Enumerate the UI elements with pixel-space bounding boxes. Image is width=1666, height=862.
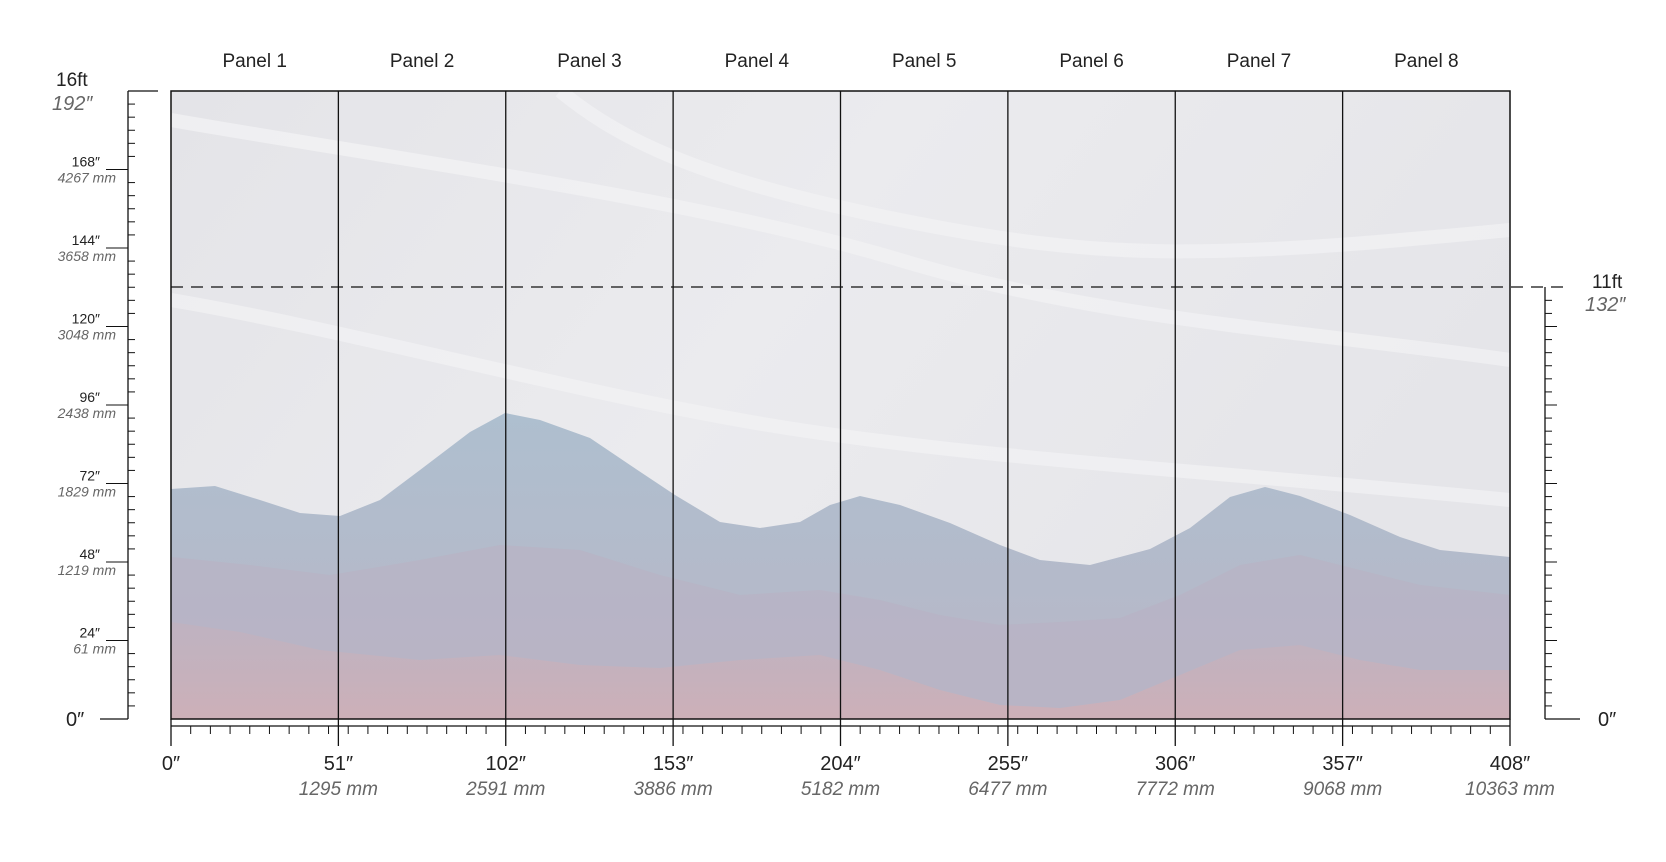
bottom-scale-marks: 0″ 51″ 1295 mm 102″ 2591 mm 153″ 3886 mm 204″ 51… (162, 753, 1555, 800)
bottom-inch-label: 204″ (820, 753, 860, 775)
panel-label: Panel 1 (222, 51, 286, 72)
left-inch-label: 144″ (72, 232, 100, 248)
left-inch-label: 72″ (79, 468, 100, 484)
left-mm-label: 1219 mm (58, 562, 117, 578)
panel-label: Panel 5 (892, 51, 956, 72)
left-inch-label: 48″ (79, 546, 100, 562)
bottom-inch-label: 306″ (1155, 753, 1195, 775)
left-height-ruler (100, 90, 158, 720)
panel-label: Panel 3 (557, 51, 621, 72)
bottom-mm-label: 5182 mm (801, 779, 880, 800)
left-mm-label: 3048 mm (58, 327, 117, 343)
left-top-ft-label: 16ft (56, 70, 88, 91)
bottom-inch-label: 102″ (486, 753, 526, 775)
bottom-inch-label: 0″ (162, 753, 180, 775)
bottom-mm-label: 3886 mm (634, 779, 713, 800)
left-inch-label: 24″ (79, 625, 100, 641)
sky-texture (171, 91, 1510, 507)
panel-dividers (337, 91, 1344, 719)
bottom-mm-label: 7772 mm (1136, 779, 1215, 800)
bottom-inch-label: 357″ (1322, 753, 1362, 775)
bottom-mm-label: 9068 mm (1303, 779, 1382, 800)
bottom-width-ruler (170, 719, 1511, 746)
left-inch-label: 96″ (79, 389, 100, 405)
right-zero-label: 0″ (1598, 709, 1616, 731)
left-top-in-label: 192″ (52, 93, 93, 115)
bottom-mm-label: 10363 mm (1465, 779, 1555, 800)
left-scale-marks: 168″4267 mm 144″3658 mm 120″3048 mm 96″2438… (57, 154, 117, 657)
right-height-ruler (1544, 287, 1580, 720)
left-inch-label: 120″ (72, 311, 100, 327)
bottom-inch-label: 255″ (988, 753, 1028, 775)
left-mm-label: 2438 mm (57, 405, 117, 421)
panel-labels: Panel 1 Panel 2 Panel 3 Panel 4 Panel 5 Panel… (222, 51, 1458, 72)
left-mm-label: 61 mm (73, 641, 116, 657)
bottom-inch-label: 408″ (1490, 753, 1530, 775)
left-mm-label: 4267 mm (58, 170, 117, 186)
left-inch-label: 168″ (72, 154, 100, 170)
panel-label: Panel 7 (1227, 51, 1291, 72)
bottom-mm-label: 2591 mm (465, 779, 545, 800)
left-mm-label: 3658 mm (58, 248, 117, 264)
bottom-mm-label: 1295 mm (299, 779, 378, 800)
panel-label: Panel 8 (1394, 51, 1458, 72)
bottom-mm-label: 6477 mm (968, 779, 1047, 800)
right-ft-label: 11ft (1592, 272, 1623, 293)
bottom-inch-label: 153″ (653, 753, 693, 775)
panel-label: Panel 4 (725, 51, 790, 72)
panel-label: Panel 6 (1059, 51, 1123, 72)
bottom-inch-label: 51″ (324, 753, 353, 775)
panel-label: Panel 2 (390, 51, 454, 72)
right-in-label: 132″ (1585, 294, 1626, 316)
left-zero-label: 0″ (66, 709, 84, 731)
left-mm-label: 1829 mm (58, 484, 117, 500)
